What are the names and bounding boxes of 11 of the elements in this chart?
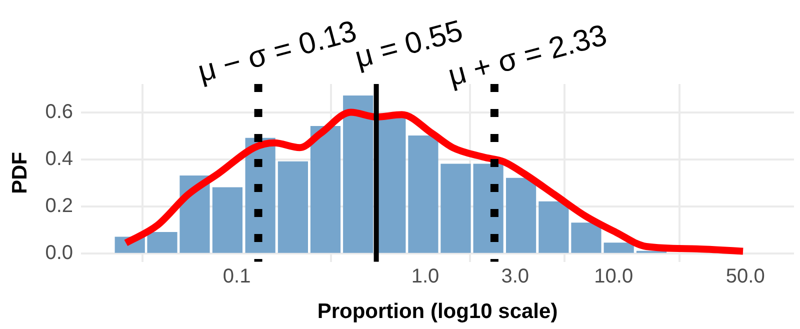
x-tick-label: 3.0 <box>501 265 530 288</box>
y-tick-label: 0.2 <box>45 194 74 217</box>
x-tick-label: 50.0 <box>726 265 765 288</box>
x-tick-label: 10.0 <box>594 265 634 288</box>
y-tick-label: 0.0 <box>45 242 74 264</box>
y-tick-label: 0.6 <box>45 100 74 123</box>
x-axis-title: Proportion (log10 scale) <box>317 300 558 324</box>
x-tick-label: 0.1 <box>222 265 251 288</box>
x-tick-label: 1.0 <box>411 265 440 288</box>
y-axis-title: PDF <box>8 152 32 194</box>
y-tick-label: 0.4 <box>45 148 74 170</box>
